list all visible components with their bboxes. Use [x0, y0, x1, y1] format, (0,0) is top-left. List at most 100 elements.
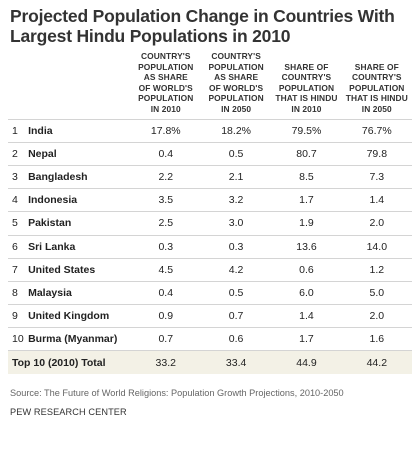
- table-row: 8 Malaysia 0.4 0.5 6.0 5.0: [8, 281, 412, 306]
- row-country: Sri Lanka: [24, 235, 131, 259]
- cell-value: 3.5: [130, 188, 201, 213]
- chart-title: Projected Population Change in Countries…: [10, 6, 412, 46]
- header-line: SHARE OF: [284, 61, 329, 72]
- row-country: Malaysia: [24, 281, 131, 306]
- table-row: 5 Pakistan 2.5 3.0 1.9 2.0: [8, 211, 412, 236]
- header-col-2: COUNTRY'S POPULATION AS SHARE OF WORLD'S POP…: [200, 51, 272, 120]
- row-rank: 9: [8, 304, 25, 329]
- cell-value: 4.2: [200, 258, 272, 282]
- header-line: POPULATION: [208, 61, 264, 72]
- header-line: COUNTRY'S: [140, 51, 191, 61]
- header-line: SHARE OF: [354, 61, 399, 72]
- cell-value: 0.7: [130, 327, 201, 352]
- table-body: 1 India 17.8% 18.2% 79.5% 76.7% 2 Nepal 0.4 0.5 80…: [8, 119, 412, 375]
- header-line: IN 2050: [221, 103, 252, 114]
- cell-value: 2.0: [341, 304, 412, 329]
- header-line: OF WORLD'S: [138, 82, 193, 93]
- row-rank: 8: [8, 281, 25, 306]
- header-line: POPULATION: [138, 61, 194, 72]
- total-value: 44.2: [341, 350, 412, 375]
- header-line: AS SHARE: [214, 72, 259, 83]
- cell-value: 0.9: [130, 304, 201, 329]
- total-value: 33.2: [130, 350, 201, 375]
- cell-value: 2.1: [200, 165, 272, 190]
- row-rank: 10: [8, 327, 25, 352]
- cell-value: 0.4: [130, 281, 201, 306]
- source-note: Source: The Future of World Religions: P…: [10, 388, 344, 399]
- cell-value: 2.0: [341, 211, 412, 236]
- header-line: IN 2010: [150, 103, 181, 114]
- header-line: POPULATION: [278, 82, 335, 93]
- cell-value: 14.0: [341, 235, 412, 259]
- row-country: India: [24, 119, 131, 143]
- cell-value: 3.0: [200, 211, 272, 236]
- header-line: POPULATION: [208, 93, 264, 104]
- row-rank: 7: [8, 258, 25, 282]
- table-row: 9 United Kingdom 0.9 0.7 1.4 2.0: [8, 304, 412, 329]
- row-country: Nepal: [24, 142, 131, 166]
- cell-value: 5.0: [341, 281, 412, 306]
- data-table: COUNTRY'S POPULATION AS SHARE OF WORLD'S POP…: [8, 51, 412, 375]
- header-row: COUNTRY'S POPULATION AS SHARE OF WORLD'S POP…: [8, 51, 412, 120]
- row-country: United Kingdom: [24, 304, 131, 329]
- header-col-4: SHARE OF COUNTRY'S POPULATION THAT IS HINDU…: [341, 51, 412, 120]
- total-value: 33.4: [200, 350, 272, 375]
- cell-value: 79.8: [341, 142, 412, 166]
- chart-title-line-1: Projected Population Change in Countries…: [10, 6, 395, 26]
- row-rank: 1: [8, 119, 25, 143]
- row-country: Pakistan: [24, 211, 131, 236]
- cell-value: 1.7: [271, 327, 342, 352]
- cell-value: 0.5: [200, 281, 272, 306]
- cell-value: 1.2: [341, 258, 412, 282]
- header-col-3: SHARE OF COUNTRY'S POPULATION THAT IS HINDU…: [271, 51, 342, 120]
- table-row: 7 United States 4.5 4.2 0.6 1.2: [8, 258, 412, 282]
- header-line: COUNTRY'S: [211, 51, 261, 61]
- header-line: AS SHARE: [143, 72, 188, 83]
- row-country: Burma (Myanmar): [24, 327, 131, 352]
- table-row: 2 Nepal 0.4 0.5 80.7 79.8: [8, 142, 412, 166]
- cell-value: 1.4: [271, 304, 342, 329]
- organization-credit: PEW RESEARCH CENTER: [10, 407, 127, 418]
- cell-value: 76.7%: [341, 119, 412, 143]
- cell-value: 17.8%: [130, 119, 201, 143]
- header-col-1: COUNTRY'S POPULATION AS SHARE OF WORLD'S POP…: [130, 51, 201, 120]
- header-line: COUNTRY'S: [352, 72, 402, 83]
- cell-value: 0.5: [200, 142, 272, 166]
- cell-value: 1.9: [271, 211, 342, 236]
- cell-value: 4.5: [130, 258, 201, 282]
- cell-value: 1.6: [341, 327, 412, 352]
- cell-value: 2.2: [130, 165, 201, 190]
- header-line: THAT IS HINDU: [275, 93, 338, 104]
- cell-value: 0.6: [271, 258, 342, 282]
- table-row: 3 Bangladesh 2.2 2.1 8.5 7.3: [8, 165, 412, 190]
- cell-value: 8.5: [271, 165, 342, 190]
- cell-value: 7.3: [341, 165, 412, 190]
- header-line: POPULATION: [349, 82, 405, 93]
- row-rank: 2: [8, 142, 25, 166]
- row-rank: 3: [8, 165, 25, 190]
- header-line: OF WORLD'S: [209, 82, 264, 93]
- cell-value: 80.7: [271, 142, 342, 166]
- cell-value: 0.7: [200, 304, 272, 329]
- header-country: [24, 51, 131, 120]
- header-rank: [8, 51, 25, 120]
- row-rank: 5: [8, 211, 25, 236]
- total-label: Top 10 (2010) Total: [8, 350, 131, 375]
- header-line: IN 2010: [291, 103, 322, 114]
- table-row: 6 Sri Lanka 0.3 0.3 13.6 14.0: [8, 235, 412, 259]
- cell-value: 79.5%: [271, 119, 342, 143]
- row-rank: 6: [8, 235, 25, 259]
- header-line: POPULATION: [138, 93, 194, 104]
- row-rank: 4: [8, 188, 25, 213]
- table-row: 4 Indonesia 3.5 3.2 1.7 1.4: [8, 188, 412, 213]
- cell-value: 18.2%: [200, 119, 272, 143]
- header-line: COUNTRY'S: [281, 72, 332, 83]
- cell-value: 1.7: [271, 188, 342, 213]
- chart-title-line-2: Largest Hindu Populations in 2010: [10, 26, 291, 46]
- row-country: United States: [24, 258, 131, 282]
- total-value: 44.9: [271, 350, 342, 375]
- cell-value: 3.2: [200, 188, 272, 213]
- table-row: 10 Burma (Myanmar) 0.7 0.6 1.7 1.6: [8, 327, 412, 352]
- row-country: Indonesia: [24, 188, 131, 213]
- cell-value: 13.6: [271, 235, 342, 259]
